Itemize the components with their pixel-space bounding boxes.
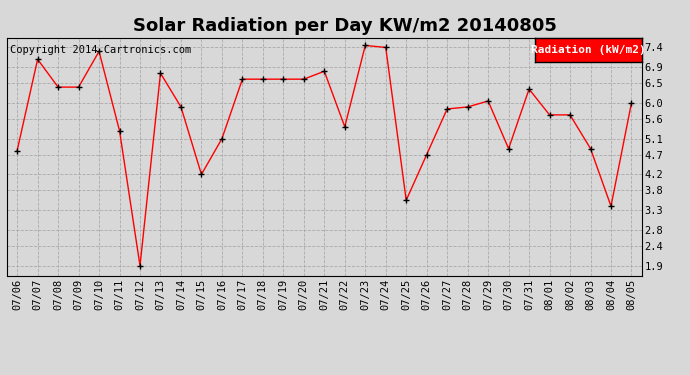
- Text: Solar Radiation per Day KW/m2 20140805: Solar Radiation per Day KW/m2 20140805: [133, 17, 557, 35]
- Text: Radiation (kW/m2): Radiation (kW/m2): [531, 45, 646, 55]
- Text: Copyright 2014 Cartronics.com: Copyright 2014 Cartronics.com: [10, 45, 191, 55]
